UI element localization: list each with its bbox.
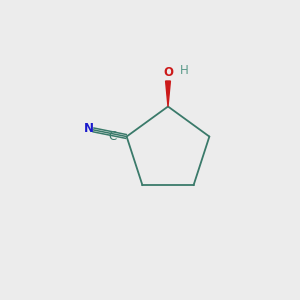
Text: H: H bbox=[179, 64, 188, 77]
Polygon shape bbox=[166, 81, 170, 106]
Text: C: C bbox=[108, 130, 117, 143]
Text: N: N bbox=[83, 122, 93, 135]
Text: O: O bbox=[163, 66, 173, 79]
